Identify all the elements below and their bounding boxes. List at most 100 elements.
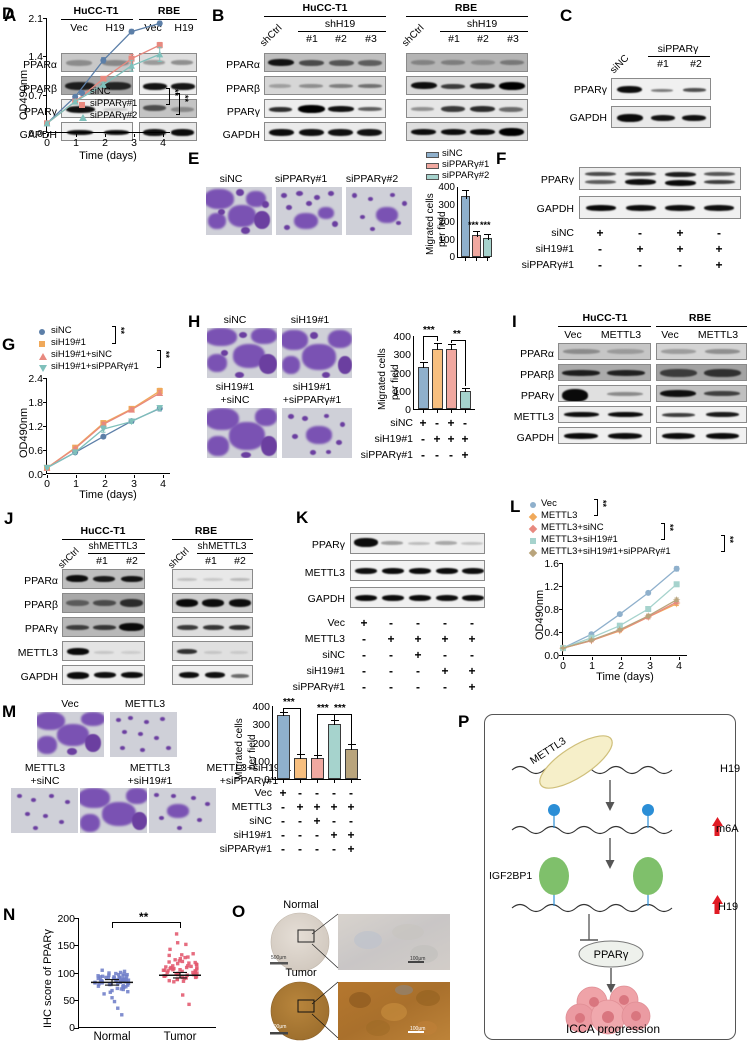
panel-m-image-title-2b: +siNC <box>30 775 60 787</box>
panel-g-sig-0: ** <box>116 327 126 335</box>
panel-k-cond-0-2: - <box>416 616 420 630</box>
panel-o-scalebar-tumor-core: 500μm <box>271 1024 287 1030</box>
panel-k-cond-0-0: + <box>360 616 368 630</box>
panel-l-legend-label-0: Vec <box>541 498 557 509</box>
panel-c-lane-1: #1 <box>657 58 669 70</box>
panel-e-label: E <box>188 149 200 168</box>
panel-d-ytick-2: 1.4 <box>28 51 43 63</box>
panel-b-sh-label-0: shH19 <box>324 18 356 30</box>
panel-h-transwell-0 <box>207 328 277 378</box>
panel-k-cond-label-2: siNC <box>322 649 345 661</box>
panel-d-legend-marker-2 <box>79 114 87 121</box>
panel-a-blot-pparb-rbe <box>139 76 197 95</box>
panel-o-tumor-connector <box>311 981 339 1039</box>
panel-j-group-0-title: HuCC-T1 <box>80 525 126 537</box>
panel-c-lane-sinc: siNC <box>608 52 632 76</box>
panel-o-scalebar-tumor-zoom: 100μm <box>410 1026 426 1032</box>
panel-a: A HuCC-T1 RBE Vec H19 Vec H19 PPARα PPAR… <box>0 0 200 145</box>
panel-b-blot-gapdh-rbe <box>406 122 528 141</box>
panel-m-ytick-4: 400 <box>252 701 270 713</box>
panel-d-legend-label-1: siPPARγ#1 <box>90 98 138 109</box>
panel-j-blot-mettl3-hucc <box>62 641 145 661</box>
panel-e-legend-label-0: siNC <box>442 148 463 159</box>
panel-c-lane-2: #2 <box>690 58 702 70</box>
panel-m-cond-1-3: + <box>330 800 338 814</box>
panel-f-blot-pparg <box>579 167 741 190</box>
panel-g-xtick-0: 0 <box>44 478 50 490</box>
panel-n-xcat-1: Tumor <box>163 1031 197 1043</box>
panel-f-cond-0-1: - <box>638 226 642 240</box>
panel-e-legend-label-2: siPPARγ#2 <box>442 170 490 181</box>
panel-l-legend-label-4: METTL3+siH19#1+siPPARγ#1 <box>541 546 671 557</box>
panel-h-ytick-1: 100 <box>393 386 411 398</box>
panel-p-diagram <box>511 735 723 1035</box>
panel-j-lane-shctrl-1: shCtrl <box>166 545 192 571</box>
panel-e-ylabel-line2: per field <box>437 211 448 247</box>
panel-p-label: P <box>458 712 470 731</box>
panel-c-si-label: siPPARγ <box>657 43 699 55</box>
panel-b-label: B <box>212 6 225 25</box>
panel-g-bracket-1 <box>157 350 161 368</box>
panel-p-h19-top-label: H19 <box>720 763 741 775</box>
panel-g-xtick-3: 3 <box>131 478 137 490</box>
panel-b-blot-ppara-rbe <box>406 53 528 72</box>
panel-e: E siNC siPPARγ#1 siPPARγ#2 siNC <box>185 145 492 310</box>
panel-i-label: I <box>512 312 517 331</box>
panel-m-transwell-3 <box>80 788 147 833</box>
panel-k-label: K <box>296 508 309 527</box>
panel-m-cond-4-4: + <box>347 842 355 856</box>
panel-f: F PPARγ GAPDH siNC siH19#1 siPPARγ#1 + -… <box>490 145 751 310</box>
panel-a-lane-vec-1: Vec <box>70 22 88 34</box>
panel-m-ylabel-line2: per field <box>247 734 258 770</box>
panel-j-blot-pparg-hucc <box>62 617 145 637</box>
panel-n-bracket <box>112 922 180 923</box>
panel-f-cond-1-0: - <box>598 242 602 256</box>
panel-k-cond-2-2: + <box>414 648 422 662</box>
panel-l-legend-marker-0 <box>530 502 536 508</box>
panel-d-ytick-1: 0.7 <box>28 90 43 102</box>
panel-m-bracket-sig-2: *** <box>334 703 346 714</box>
panel-k-cond-label-4: siPPARγ#1 <box>292 681 345 693</box>
panel-m-image-title-2a: METTL3 <box>24 762 66 774</box>
panel-k-cond-label-0: Vec <box>327 617 345 629</box>
panel-m-bracket-sig-1: *** <box>317 703 329 714</box>
panel-h-ytick-4: 400 <box>393 331 411 343</box>
panel-d-ytick-0: 0.0 <box>28 128 43 140</box>
panel-k-cond-3-4: + <box>468 664 476 678</box>
panel-m-transwell-2 <box>11 788 78 833</box>
panel-j-sh-label-1: shMETTL3 <box>197 541 247 552</box>
panel-m-label: M <box>2 702 17 721</box>
panel-e-legend-marker-2 <box>426 174 439 180</box>
panel-l-xtick-1: 1 <box>589 660 595 672</box>
panel-i: I HuCC-T1 RBE Vec METTL3 Vec METTL3 PPAR… <box>490 310 751 490</box>
panel-j-blot-pparb-rbe <box>172 593 253 613</box>
panel-b-sh-rule-1 <box>440 31 528 32</box>
panel-n-ytick-1: 50 <box>63 995 75 1007</box>
panel-h-image-title-1: siH19#1 <box>290 314 330 326</box>
panel-k-cond-2-3: - <box>443 648 447 662</box>
panel-o-normal-connector <box>311 913 339 969</box>
panel-p: P <box>450 710 751 1049</box>
panel-o-tumor-core <box>270 981 330 1041</box>
panel-h-cond-1-0: - <box>421 432 425 446</box>
panel-j-row-label-4: GAPDH <box>20 671 58 683</box>
panel-i-lane-0-1: METTL3 <box>600 329 642 341</box>
panel-m-cond-3-3: + <box>330 828 338 842</box>
panel-i-blot-mettl3-hucc <box>558 406 651 423</box>
panel-k-cond-3-3: + <box>441 664 449 678</box>
panel-b-lane-0-3: #3 <box>365 33 377 45</box>
panel-i-blot-ppara-rbe <box>656 343 747 360</box>
panel-m-transwell-4 <box>149 788 216 833</box>
panel-e-image-title-0: siNC <box>219 173 243 185</box>
panel-a-row-label-0: PPARα <box>23 59 57 71</box>
panel-m-cond-1-1: + <box>296 800 304 814</box>
panel-g-ytick-4: 2.4 <box>28 373 43 385</box>
panel-i-group-0-rule <box>558 326 651 327</box>
panel-g-legend-label-2: siH19#1+siNC <box>51 349 112 360</box>
panel-i-blot-pparb-rbe <box>656 364 747 381</box>
panel-f-row-label-1: GAPDH <box>536 203 574 215</box>
panel-m-cond-2-3: - <box>332 814 336 828</box>
panel-l-x-axis <box>562 655 687 657</box>
panel-m-cond-1-0: - <box>281 800 285 814</box>
panel-f-cond-1-3: + <box>715 242 723 256</box>
